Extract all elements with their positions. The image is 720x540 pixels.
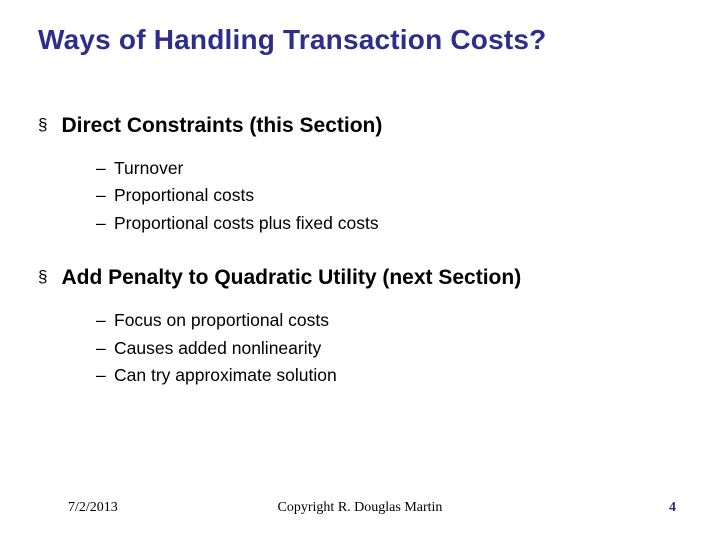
dash-icon: – — [96, 156, 114, 181]
list-item: –Can try approximate solution — [96, 363, 682, 388]
square-bullet-icon: § — [38, 268, 47, 285]
list-item: –Causes added nonlinearity — [96, 336, 682, 361]
section-1-list: –Turnover –Proportional costs –Proportio… — [38, 156, 682, 236]
list-item: –Proportional costs — [96, 183, 682, 208]
section-1-title: Direct Constraints (this Section) — [61, 114, 382, 138]
section-2-header: § Add Penalty to Quadratic Utility (next… — [38, 266, 682, 290]
square-bullet-icon: § — [38, 116, 47, 133]
list-item-text: Causes added nonlinearity — [114, 338, 321, 358]
slide-title: Ways of Handling Transaction Costs? — [38, 24, 682, 56]
footer-copyright: Copyright R. Douglas Martin — [0, 500, 720, 516]
section-2-list: –Focus on proportional costs –Causes add… — [38, 308, 682, 388]
list-item: –Proportional costs plus fixed costs — [96, 211, 682, 236]
dash-icon: – — [96, 363, 114, 388]
list-item-text: Turnover — [114, 158, 183, 178]
section-2: § Add Penalty to Quadratic Utility (next… — [38, 266, 682, 388]
section-2-title: Add Penalty to Quadratic Utility (next S… — [61, 266, 521, 290]
dash-icon: – — [96, 308, 114, 333]
list-item-text: Can try approximate solution — [114, 365, 337, 385]
list-item: –Turnover — [96, 156, 682, 181]
list-item-text: Proportional costs plus fixed costs — [114, 213, 379, 233]
dash-icon: – — [96, 336, 114, 361]
section-1: § Direct Constraints (this Section) –Tur… — [38, 114, 682, 236]
slide: Ways of Handling Transaction Costs? § Di… — [0, 0, 720, 540]
list-item-text: Focus on proportional costs — [114, 310, 329, 330]
section-1-header: § Direct Constraints (this Section) — [38, 114, 682, 138]
list-item-text: Proportional costs — [114, 185, 254, 205]
dash-icon: – — [96, 211, 114, 236]
list-item: –Focus on proportional costs — [96, 308, 682, 333]
footer-page-number: 4 — [669, 500, 676, 516]
dash-icon: – — [96, 183, 114, 208]
